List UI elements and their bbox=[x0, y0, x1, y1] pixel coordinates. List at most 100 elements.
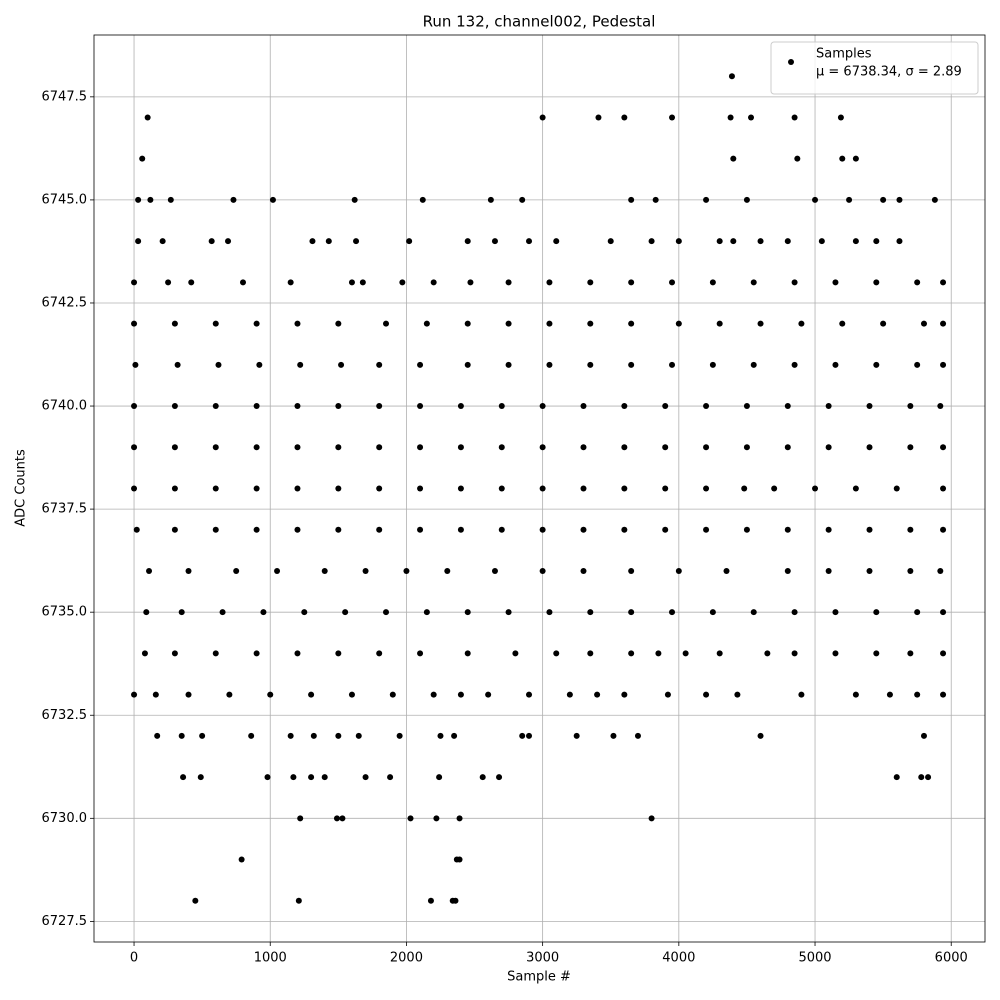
sample-point bbox=[669, 361, 676, 368]
sample-point bbox=[818, 238, 825, 245]
sample-point bbox=[628, 567, 635, 574]
sample-point bbox=[353, 238, 360, 245]
sample-point bbox=[219, 609, 226, 616]
sample-point bbox=[185, 567, 192, 574]
sample-point bbox=[505, 361, 512, 368]
sample-point bbox=[812, 485, 819, 492]
sample-point bbox=[784, 444, 791, 451]
sample-point bbox=[539, 526, 546, 533]
sample-point bbox=[294, 485, 301, 492]
sample-point bbox=[664, 691, 671, 698]
sample-point bbox=[621, 485, 628, 492]
sample-point bbox=[873, 361, 880, 368]
sample-point bbox=[526, 732, 533, 739]
sample-point bbox=[215, 361, 222, 368]
sample-point bbox=[873, 279, 880, 286]
sample-point bbox=[339, 815, 346, 822]
sample-point bbox=[294, 526, 301, 533]
sample-point bbox=[662, 485, 669, 492]
sample-point bbox=[197, 774, 204, 781]
sample-point bbox=[230, 196, 237, 203]
sample-point bbox=[260, 609, 267, 616]
y-tick-label: 6732.5 bbox=[42, 708, 88, 723]
sample-point bbox=[526, 238, 533, 245]
sample-point bbox=[132, 361, 139, 368]
x-tick-label: 0 bbox=[130, 951, 138, 966]
sample-point bbox=[703, 485, 710, 492]
sample-point bbox=[253, 320, 260, 327]
sample-point bbox=[498, 403, 505, 410]
sample-point bbox=[143, 609, 150, 616]
sample-point bbox=[154, 732, 161, 739]
sample-point bbox=[417, 650, 424, 657]
sample-point bbox=[791, 609, 798, 616]
sample-point bbox=[171, 485, 178, 492]
sample-point bbox=[131, 691, 138, 698]
sample-point bbox=[907, 567, 914, 574]
sample-point bbox=[294, 403, 301, 410]
sample-point bbox=[376, 361, 383, 368]
sample-point bbox=[456, 815, 463, 822]
sample-point bbox=[839, 320, 846, 327]
sample-point bbox=[417, 361, 424, 368]
sample-point bbox=[652, 196, 659, 203]
sample-point bbox=[239, 279, 246, 286]
sample-point bbox=[212, 320, 219, 327]
sample-point bbox=[487, 196, 494, 203]
sample-point bbox=[825, 403, 832, 410]
sample-point bbox=[546, 609, 553, 616]
sample-point bbox=[309, 238, 316, 245]
sample-point bbox=[133, 526, 140, 533]
sample-point bbox=[709, 361, 716, 368]
sample-point bbox=[852, 485, 859, 492]
sample-point bbox=[464, 650, 471, 657]
sample-point bbox=[703, 691, 710, 698]
sample-point bbox=[269, 196, 276, 203]
sample-point bbox=[566, 691, 573, 698]
sample-point bbox=[335, 650, 342, 657]
sample-point bbox=[417, 403, 424, 410]
sample-point bbox=[212, 526, 219, 533]
sample-point bbox=[505, 279, 512, 286]
sample-point bbox=[253, 650, 260, 657]
sample-point bbox=[178, 609, 185, 616]
sample-point bbox=[457, 403, 464, 410]
sample-point bbox=[152, 691, 159, 698]
x-axis-label: Sample # bbox=[507, 970, 571, 985]
sample-point bbox=[464, 320, 471, 327]
sample-point bbox=[791, 361, 798, 368]
sample-point bbox=[907, 526, 914, 533]
sample-point bbox=[192, 897, 199, 904]
sample-point bbox=[505, 320, 512, 327]
sample-point bbox=[498, 444, 505, 451]
sample-point bbox=[648, 238, 655, 245]
sample-point bbox=[135, 196, 142, 203]
sample-point bbox=[294, 444, 301, 451]
sample-point bbox=[539, 403, 546, 410]
sample-point bbox=[464, 361, 471, 368]
sample-point bbox=[539, 114, 546, 121]
sample-point bbox=[743, 444, 750, 451]
sample-point bbox=[294, 320, 301, 327]
y-tick-label: 6747.5 bbox=[42, 89, 88, 104]
legend-note: μ = 6738.34, σ = 2.89 bbox=[816, 65, 962, 80]
sample-point bbox=[628, 279, 635, 286]
sample-point bbox=[628, 361, 635, 368]
sample-point bbox=[553, 650, 560, 657]
y-tick-label: 6740.0 bbox=[42, 399, 88, 414]
sample-point bbox=[199, 732, 206, 739]
sample-point bbox=[866, 403, 873, 410]
sample-point bbox=[290, 774, 297, 781]
sample-point bbox=[784, 238, 791, 245]
sample-point bbox=[321, 567, 328, 574]
sample-point bbox=[131, 279, 138, 286]
sample-point bbox=[757, 732, 764, 739]
sample-point bbox=[355, 732, 362, 739]
sample-point bbox=[287, 279, 294, 286]
sample-point bbox=[256, 361, 263, 368]
sample-point bbox=[171, 444, 178, 451]
sample-point bbox=[662, 444, 669, 451]
sample-point bbox=[873, 238, 880, 245]
sample-point bbox=[852, 691, 859, 698]
sample-point bbox=[743, 403, 750, 410]
